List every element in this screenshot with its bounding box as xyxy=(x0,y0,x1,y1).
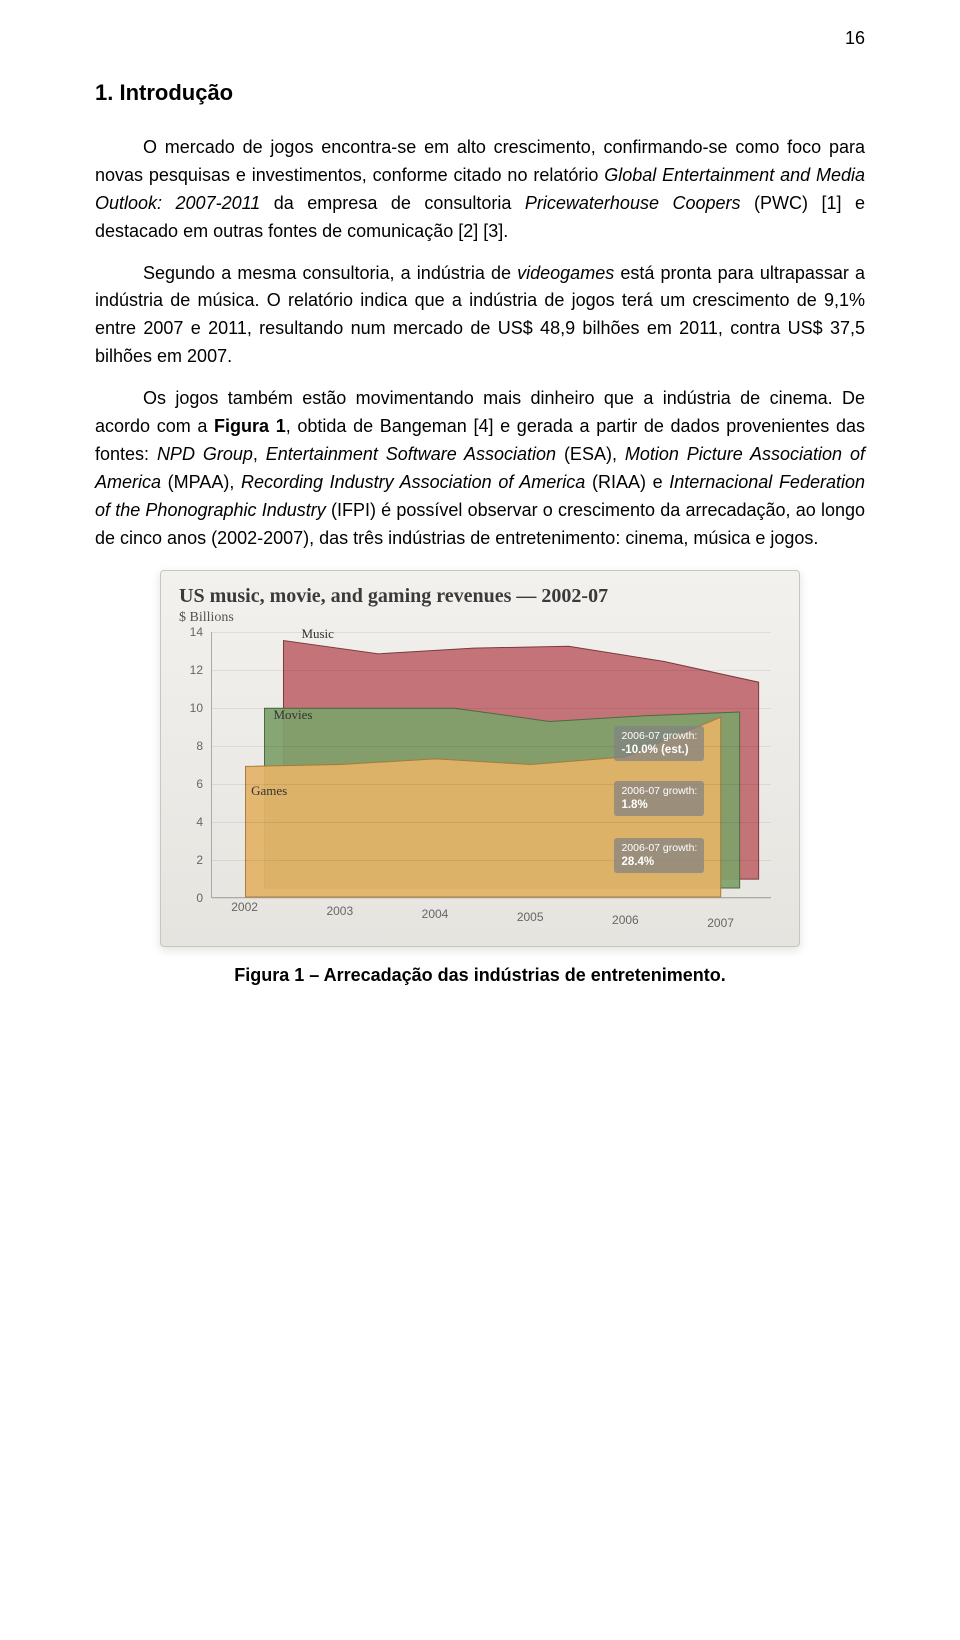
chart-y-axis: 02468101214 xyxy=(179,632,207,898)
chart-x-axis: 2002 2003 2004 2005 2006 2007 xyxy=(211,898,771,932)
revenue-chart: US music, movie, and gaming revenues — 2… xyxy=(160,570,800,947)
page-number: 16 xyxy=(845,28,865,49)
series-label-music: Music xyxy=(301,626,334,642)
text: da empresa de consultoria xyxy=(260,193,525,213)
italic-text: Recording Industry Association of Americ… xyxy=(241,472,585,492)
series-label-games: Games xyxy=(251,783,287,799)
figure-caption: Figura 1 – Arrecadação das indústrias de… xyxy=(95,965,865,986)
section-heading: 1. Introdução xyxy=(95,80,865,106)
x-tick: 2006 xyxy=(612,913,639,927)
text: Segundo a mesma consultoria, a indústria… xyxy=(143,263,517,283)
x-tick: 2004 xyxy=(422,907,449,921)
x-tick: 2005 xyxy=(517,910,544,924)
italic-text: videogames xyxy=(517,263,614,283)
x-tick: 2007 xyxy=(707,916,734,930)
paragraph-2: Segundo a mesma consultoria, a indústria… xyxy=(95,260,865,372)
text: (ESA), xyxy=(556,444,625,464)
text: (MPAA), xyxy=(161,472,241,492)
italic-text: NPD Group xyxy=(157,444,253,464)
x-tick: 2003 xyxy=(326,904,353,918)
paragraph-3: Os jogos também estão movimentando mais … xyxy=(95,385,865,552)
annotation-music: 2006-07 growth:-10.0% (est.) xyxy=(614,726,704,762)
x-tick: 2002 xyxy=(231,900,258,914)
text: (RIAA) e xyxy=(585,472,669,492)
figure-ref: Figura 1 xyxy=(214,416,286,436)
chart-card: US music, movie, and gaming revenues — 2… xyxy=(160,570,800,947)
italic-text: Pricewaterhouse Coopers xyxy=(525,193,741,213)
italic-text: Entertainment Software Association xyxy=(266,444,556,464)
chart-plot-area: 02468101214 Music2006-07 growth:-10.0% (… xyxy=(211,632,781,932)
paragraph-1: O mercado de jogos encontra-se em alto c… xyxy=(95,134,865,246)
chart-title: US music, movie, and gaming revenues — 2… xyxy=(179,585,781,608)
chart-plot-inner: Music2006-07 growth:-10.0% (est.)Movies2… xyxy=(211,632,771,898)
text: , xyxy=(253,444,266,464)
annotation-movies: 2006-07 growth:1.8% xyxy=(614,781,704,817)
series-label-movies: Movies xyxy=(273,707,312,723)
chart-subtitle: $ Billions xyxy=(179,610,781,626)
annotation-games: 2006-07 growth:28.4% xyxy=(614,838,704,874)
